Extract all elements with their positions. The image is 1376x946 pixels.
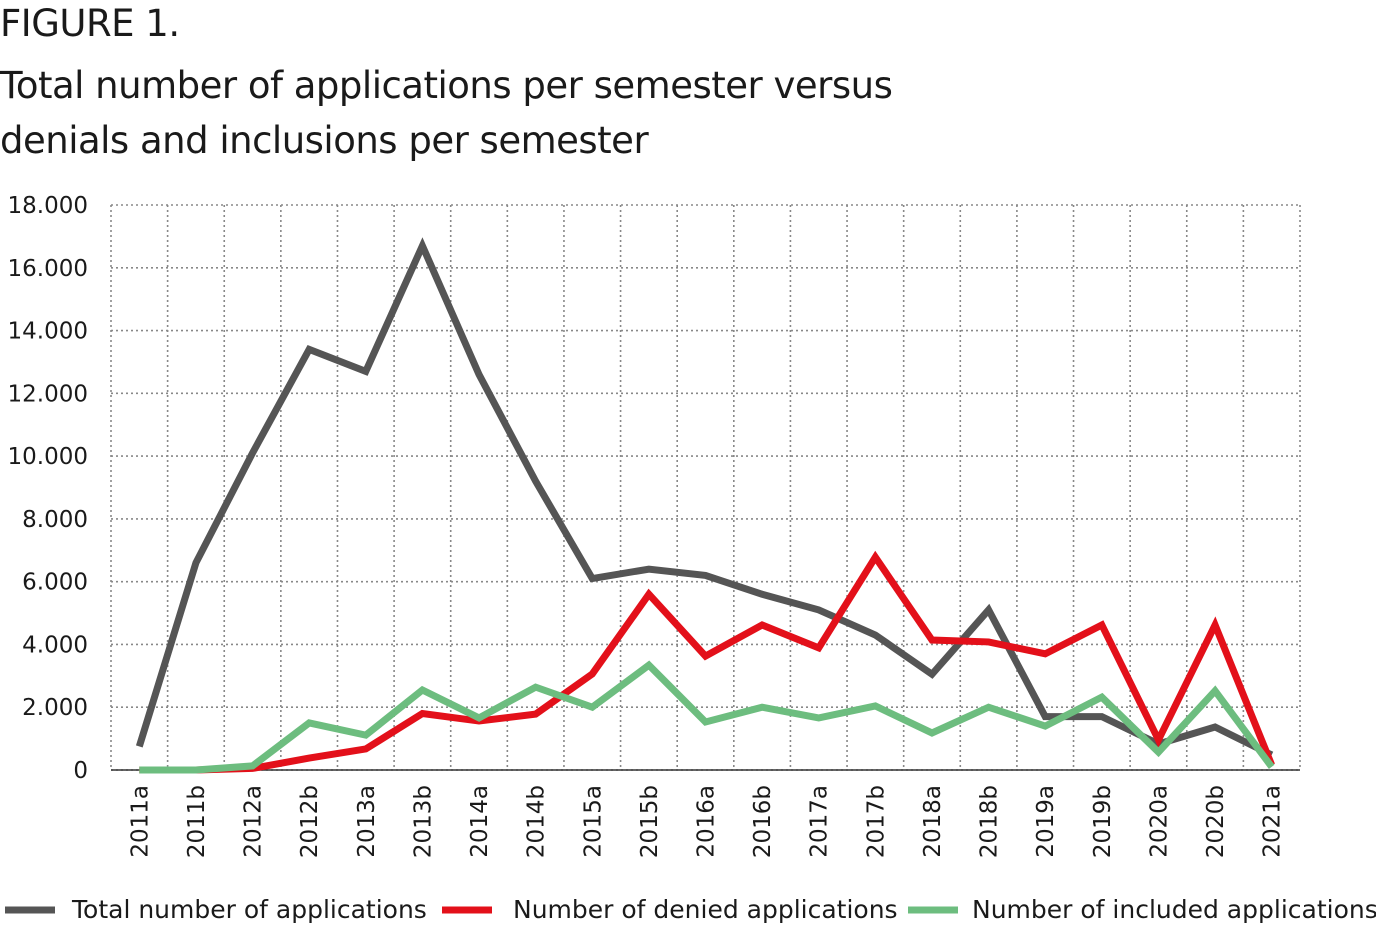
x-tick-label: 2013a: [354, 785, 380, 858]
x-tick-label: 2012b: [297, 785, 323, 858]
chart-title: Total number of applications per semeste…: [0, 64, 893, 162]
x-tick-label: 2014b: [524, 785, 550, 858]
y-tick-label: 10.000: [8, 444, 88, 470]
x-tick-label: 2013b: [410, 785, 436, 858]
series-line: [135, 237, 1274, 759]
y-tick-label: 16.000: [8, 256, 88, 282]
x-tick-label: 2019a: [1033, 785, 1059, 858]
x-tick-label: 2020b: [1203, 785, 1229, 858]
x-tick-label: 2021a: [1260, 785, 1286, 858]
y-tick-label: 0: [73, 758, 88, 784]
legend-label: Number of included applications: [972, 895, 1376, 924]
x-tick-label: 2017a: [807, 785, 833, 858]
y-tick-label: 8.000: [22, 507, 88, 533]
x-tick-label: 2016a: [694, 785, 720, 858]
y-tick-label: 12.000: [8, 381, 88, 407]
x-tick-label: 2011a: [127, 785, 153, 858]
x-tick-label: 2018a: [920, 785, 946, 858]
y-tick-label: 14.000: [8, 319, 88, 345]
y-tick-label: 2.000: [22, 695, 88, 721]
x-tick-label: 2019b: [1090, 785, 1116, 858]
legend-label: Total number of applications: [71, 895, 427, 924]
y-tick-label: 4.000: [22, 632, 88, 658]
x-tick-label: 2016b: [750, 785, 776, 858]
figure-label: FIGURE 1.: [0, 2, 180, 45]
x-tick-label: 2017b: [863, 785, 889, 858]
y-tick-label: 18.000: [8, 193, 88, 219]
y-tick-label: 6.000: [22, 570, 88, 596]
x-tick-label: 2020a: [1146, 785, 1172, 858]
series-line: [139, 550, 1275, 774]
x-tick-label: 2015a: [580, 785, 606, 858]
x-tick-label: 2012a: [241, 785, 267, 858]
x-tick-label: 2011b: [184, 785, 210, 858]
legend-label: Number of denied applications: [513, 895, 898, 924]
x-tick-label: 2018b: [977, 785, 1003, 858]
x-tick-label: 2015b: [637, 785, 663, 858]
x-tick-label: 2014a: [467, 785, 493, 858]
